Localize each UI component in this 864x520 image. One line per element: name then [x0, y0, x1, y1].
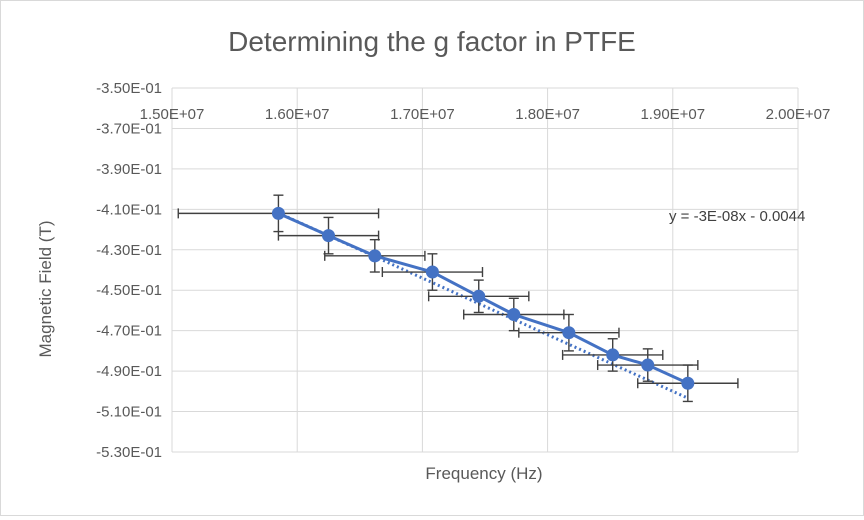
trendline-equation: y = -3E-08x - 0.0044 — [669, 208, 805, 225]
data-series — [271, 206, 695, 390]
data-point — [472, 289, 486, 303]
y-tick-label: -4.30E-01 — [96, 242, 162, 259]
y-tick-label: -3.70E-01 — [96, 120, 162, 137]
y-tick-label: -5.10E-01 — [96, 404, 162, 421]
y-tick-label: -4.90E-01 — [96, 363, 162, 380]
x-tick-label: 1.90E+07 — [640, 106, 705, 123]
x-axis-title: Frequency (Hz) — [425, 464, 542, 483]
data-point — [681, 376, 695, 390]
data-point — [507, 307, 521, 321]
grid — [171, 87, 799, 453]
x-tick-label: 1.70E+07 — [390, 106, 455, 123]
y-tick-label: -4.10E-01 — [96, 201, 162, 218]
data-point — [322, 229, 335, 243]
y-tick-label: -4.50E-01 — [96, 282, 162, 299]
error-bars — [177, 194, 739, 403]
x-tick-label: 2.00E+07 — [766, 106, 831, 123]
x-tick-label: 1.60E+07 — [265, 106, 330, 123]
data-point — [562, 326, 576, 340]
data-point — [368, 249, 382, 263]
y-tick-label: -4.70E-01 — [96, 323, 162, 340]
x-tick-label: 1.80E+07 — [515, 106, 580, 123]
chart-title: Determining the g factor in PTFE — [228, 26, 636, 57]
y-axis-title: Magnetic Field (T) — [36, 221, 55, 358]
y-tick-label: -5.30E-01 — [96, 444, 162, 461]
data-point — [425, 265, 439, 279]
data-point — [271, 206, 285, 220]
tick-labels: -3.50E-01 -3.70E-01 -3.90E-01 -4.10E-01 -4.3… — [96, 80, 830, 461]
series-line — [277, 212, 689, 385]
data-point — [641, 358, 655, 372]
data-point — [606, 348, 620, 362]
y-tick-label: -3.90E-01 — [96, 161, 162, 178]
y-tick-label: -3.50E-01 — [96, 80, 162, 97]
x-tick-label: 1.50E+07 — [140, 106, 205, 123]
